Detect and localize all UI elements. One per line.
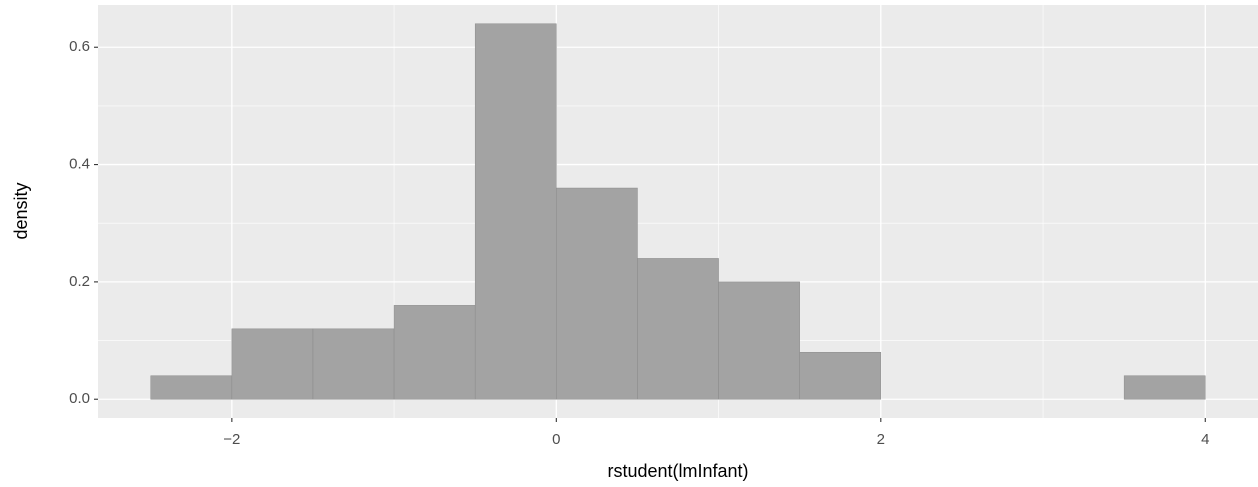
y-tick-label: 0.4 xyxy=(69,156,90,173)
x-tick-label: −2 xyxy=(223,431,240,448)
y-tick-label: 0.6 xyxy=(69,38,90,55)
bar xyxy=(393,305,476,400)
bar xyxy=(474,23,557,400)
bar xyxy=(799,352,882,400)
bar xyxy=(718,281,800,400)
y-tick-label: 0.0 xyxy=(69,390,90,407)
x-tick-label: 0 xyxy=(552,431,560,448)
bar xyxy=(150,375,233,400)
x-tick-label: 2 xyxy=(877,431,885,448)
bar xyxy=(556,187,638,400)
x-tick-label: 4 xyxy=(1201,431,1209,448)
bar xyxy=(231,328,314,400)
y-axis-title: density xyxy=(11,182,31,239)
bar xyxy=(637,258,719,400)
bar xyxy=(312,328,395,400)
x-axis-title: rstudent(lmInfant) xyxy=(607,461,748,481)
bar xyxy=(1123,375,1206,400)
bars xyxy=(150,23,1206,400)
y-tick-label: 0.2 xyxy=(69,273,90,290)
